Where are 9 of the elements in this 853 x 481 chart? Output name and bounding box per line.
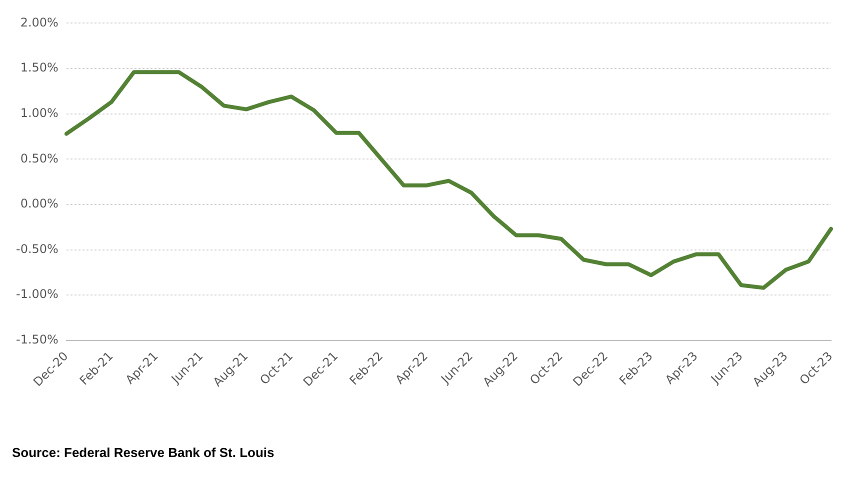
y-tick-label: 1.50% — [20, 60, 58, 75]
y-tick-label: 0.00% — [20, 196, 58, 211]
y-tick-label: -1.00% — [16, 287, 58, 302]
y-tick-label: -0.50% — [16, 242, 58, 256]
y-tick-label: 0.50% — [20, 151, 58, 166]
y-tick-label: 2.00% — [20, 15, 58, 30]
y-tick-label: -1.50% — [16, 332, 58, 347]
y-tick-label: 1.00% — [20, 106, 58, 120]
source-note: Source: Federal Reserve Bank of St. Louis — [12, 445, 276, 460]
